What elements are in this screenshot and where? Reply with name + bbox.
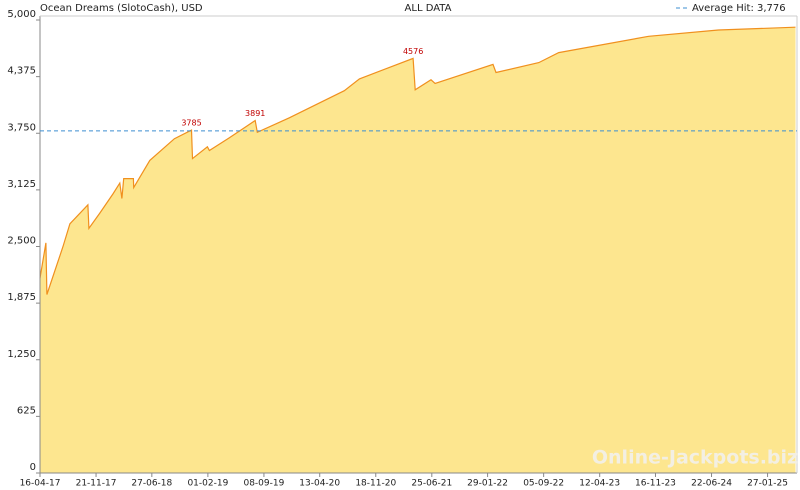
y-tick-label: 3,125: [7, 179, 36, 190]
chart-title: Ocean Dreams (SlotoCash), USD: [40, 3, 203, 14]
x-tick-label: 21-11-17: [76, 479, 117, 489]
y-tick-label: 0: [30, 462, 36, 473]
y-tick-label: 3,750: [7, 122, 36, 133]
x-tick-label: 16-11-23: [635, 479, 676, 489]
y-tick-label: 5,000: [7, 9, 36, 20]
x-tick-label: 18-11-20: [355, 479, 396, 489]
x-tick-label: 01-02-19: [187, 479, 228, 489]
y-tick-label: 1,875: [7, 292, 36, 303]
x-tick-label: 08-09-19: [243, 479, 284, 489]
y-tick-label: 4,375: [7, 66, 36, 77]
y-tick-label: 1,250: [7, 349, 36, 360]
legend-label: Average Hit: 3,776: [692, 3, 786, 14]
y-tick-label: 2,500: [7, 236, 36, 247]
x-tick-label: 05-09-22: [523, 479, 564, 489]
x-tick-label: 16-04-17: [20, 479, 61, 489]
watermark: Online-Jackpots.biz: [592, 447, 798, 469]
x-tick-label: 12-04-23: [579, 479, 620, 489]
x-tick-label: 22-06-24: [691, 479, 732, 489]
x-tick-label: 27-06-18: [131, 479, 172, 489]
chart-subtitle: ALL DATA: [405, 3, 452, 14]
line: [39, 26, 796, 295]
x-tick-label: 29-01-22: [467, 479, 508, 489]
data-label: 3785: [181, 119, 201, 128]
data-label: 4576: [403, 47, 423, 56]
x-tick-label: 27-01-25: [747, 479, 788, 489]
x-tick-label: 25-06-21: [411, 479, 452, 489]
y-tick-label: 625: [17, 405, 36, 416]
data-label: 3891: [245, 109, 265, 118]
x-tick-label: 13-04-20: [299, 479, 340, 489]
